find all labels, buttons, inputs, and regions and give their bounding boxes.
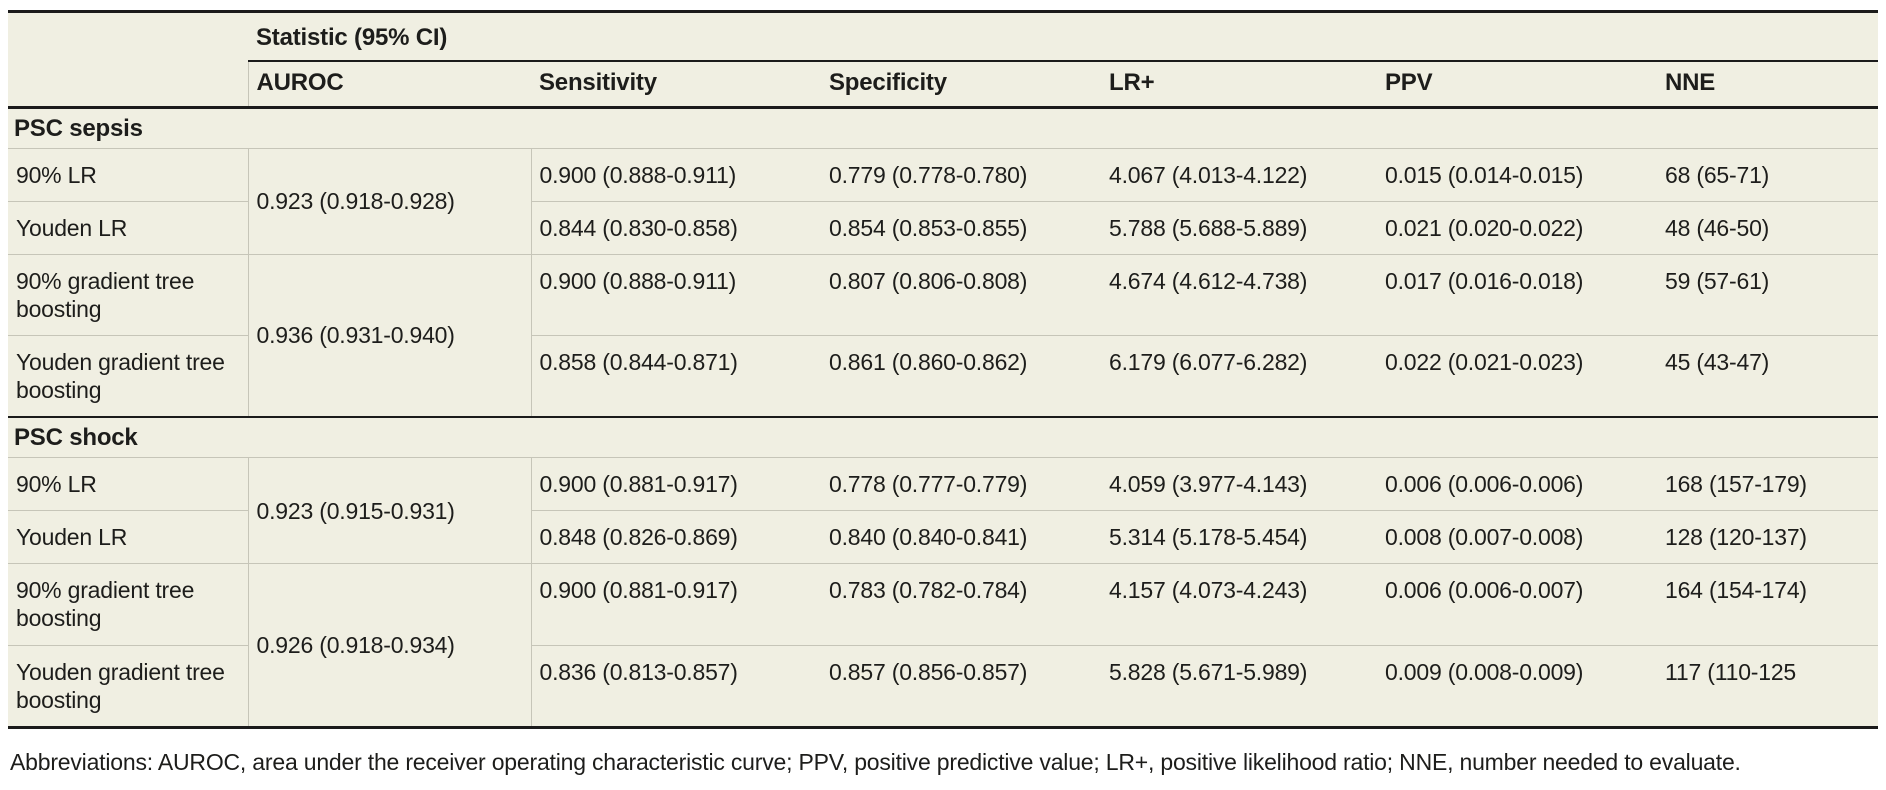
section-title: PSC sepsis bbox=[14, 114, 143, 142]
cell-lr-plus: 5.828 (5.671-5.989) bbox=[1101, 644, 1377, 728]
cell-ppv: 0.015 (0.014-0.015) bbox=[1377, 147, 1657, 202]
cell-auroc: 0.926 (0.918-0.934) bbox=[247, 563, 532, 728]
cell-ppv: 0.017 (0.016-0.018) bbox=[1377, 253, 1657, 336]
cell-ppv: 0.006 (0.006-0.007) bbox=[1377, 563, 1657, 646]
cell-nne: 48 (46-50) bbox=[1657, 200, 1879, 255]
cell-lr-plus: 4.059 (3.977-4.143) bbox=[1101, 457, 1377, 511]
column-header-nne: NNE bbox=[1657, 61, 1879, 109]
row-label: 90% LR bbox=[8, 147, 249, 202]
cell-ppv: 0.006 (0.006-0.006) bbox=[1377, 457, 1657, 511]
row-label: 90% gradient tree boosting bbox=[8, 253, 249, 336]
cell-specificity: 0.778 (0.777-0.779) bbox=[821, 457, 1101, 511]
cell-nne: 45 (43-47) bbox=[1657, 334, 1879, 418]
row-label: 90% LR bbox=[8, 457, 249, 511]
table-row: 90% LR 0.923 (0.915-0.931) 0.900 (0.881-… bbox=[8, 457, 1879, 564]
stub-header-cell bbox=[8, 61, 249, 109]
table-row: Youden LR 0.844 (0.830-0.858) 0.854 (0.8… bbox=[8, 200, 1879, 255]
table-row: Youden gradient tree boosting 0.836 (0.8… bbox=[8, 644, 1879, 728]
cell-specificity: 0.854 (0.853-0.855) bbox=[821, 200, 1101, 255]
cell-lr-plus: 6.179 (6.077-6.282) bbox=[1101, 334, 1377, 418]
column-header-auroc: AUROC bbox=[248, 61, 531, 109]
cell-ppv: 0.022 (0.021-0.023) bbox=[1377, 334, 1657, 418]
cell-ppv: 0.009 (0.008-0.009) bbox=[1377, 644, 1657, 728]
cell-auroc: 0.936 (0.931-0.940) bbox=[247, 253, 532, 418]
table-row: Youden gradient tree boosting 0.858 (0.8… bbox=[8, 334, 1879, 418]
cell-lr-plus: 4.674 (4.612-4.738) bbox=[1101, 253, 1377, 336]
stub-header-cell bbox=[8, 12, 248, 62]
row-label: 90% gradient tree boosting bbox=[8, 563, 249, 646]
row-label: Youden LR bbox=[8, 200, 249, 255]
column-header-sensitivity: Sensitivity bbox=[531, 61, 821, 109]
row-label: Youden LR bbox=[8, 510, 249, 564]
cell-sensitivity: 0.900 (0.881-0.917) bbox=[531, 563, 821, 646]
cell-nne: 168 (157-179) bbox=[1657, 457, 1879, 511]
cell-lr-plus: 4.157 (4.073-4.243) bbox=[1101, 563, 1377, 646]
table-row: 90% LR 0.923 (0.918-0.928) 0.900 (0.888-… bbox=[8, 147, 1879, 255]
cell-sensitivity: 0.844 (0.830-0.858) bbox=[531, 200, 821, 255]
cell-sensitivity: 0.900 (0.881-0.917) bbox=[531, 457, 821, 511]
cell-auroc: 0.923 (0.915-0.931) bbox=[247, 457, 532, 564]
cell-specificity: 0.840 (0.840-0.841) bbox=[821, 510, 1101, 564]
cell-sensitivity: 0.900 (0.888-0.911) bbox=[531, 253, 821, 336]
cell-ppv: 0.021 (0.020-0.022) bbox=[1377, 200, 1657, 255]
section-title: PSC shock bbox=[8, 416, 1879, 458]
cell-auroc: 0.923 (0.918-0.928) bbox=[247, 147, 532, 255]
cell-lr-plus: 5.788 (5.688-5.889) bbox=[1101, 200, 1377, 255]
row-label: Youden gradient tree boosting bbox=[8, 334, 249, 418]
cell-lr-plus: 4.067 (4.013-4.122) bbox=[1101, 147, 1377, 202]
abbreviations-note: Abbreviations: AUROC, area under the rec… bbox=[10, 748, 1741, 775]
cell-specificity: 0.861 (0.860-0.862) bbox=[821, 334, 1101, 418]
cell-lr-plus: 5.314 (5.178-5.454) bbox=[1101, 510, 1377, 564]
section-row-psc-shock: PSC shock bbox=[8, 416, 1879, 458]
column-group-header: Statistic (95% CI) bbox=[248, 11, 1879, 63]
cell-nne: 59 (57-61) bbox=[1657, 253, 1879, 336]
cell-nne: 164 (154-174) bbox=[1657, 563, 1879, 646]
cell-specificity: 0.857 (0.856-0.857) bbox=[821, 644, 1101, 728]
cell-sensitivity: 0.858 (0.844-0.871) bbox=[531, 334, 821, 418]
cell-ppv: 0.008 (0.007-0.008) bbox=[1377, 510, 1657, 564]
cell-nne: 117 (110-125 bbox=[1657, 644, 1879, 728]
column-header-ppv: PPV bbox=[1377, 61, 1657, 109]
cell-sensitivity: 0.900 (0.888-0.911) bbox=[531, 147, 821, 202]
table-row: Youden LR 0.848 (0.826-0.869) 0.840 (0.8… bbox=[8, 510, 1879, 564]
column-header-lr-plus: LR+ bbox=[1101, 61, 1377, 109]
column-header-specificity: Specificity bbox=[821, 61, 1101, 109]
statistics-table: Statistic (95% CI) AUROC Sensitivity Spe… bbox=[8, 10, 1879, 729]
cell-specificity: 0.807 (0.806-0.808) bbox=[821, 253, 1101, 336]
table-row: 90% gradient tree boosting 0.936 (0.931-… bbox=[8, 253, 1879, 418]
section-row-psc-sepsis: PSC sepsis bbox=[8, 107, 1878, 148]
cell-nne: 128 (120-137) bbox=[1657, 510, 1879, 564]
cell-nne: 68 (65-71) bbox=[1657, 147, 1879, 202]
cell-sensitivity: 0.848 (0.826-0.869) bbox=[531, 510, 821, 564]
cell-specificity: 0.779 (0.778-0.780) bbox=[821, 147, 1101, 202]
table-column-header-row: AUROC Sensitivity Specificity LR+ PPV NN… bbox=[8, 61, 1879, 109]
cell-specificity: 0.783 (0.782-0.784) bbox=[821, 563, 1101, 646]
table-header-group-row: Statistic (95% CI) bbox=[8, 11, 1879, 63]
row-label: Youden gradient tree boosting bbox=[8, 644, 249, 728]
cell-sensitivity: 0.836 (0.813-0.857) bbox=[531, 644, 821, 728]
table-row: 90% gradient tree boosting 0.926 (0.918-… bbox=[8, 563, 1879, 728]
